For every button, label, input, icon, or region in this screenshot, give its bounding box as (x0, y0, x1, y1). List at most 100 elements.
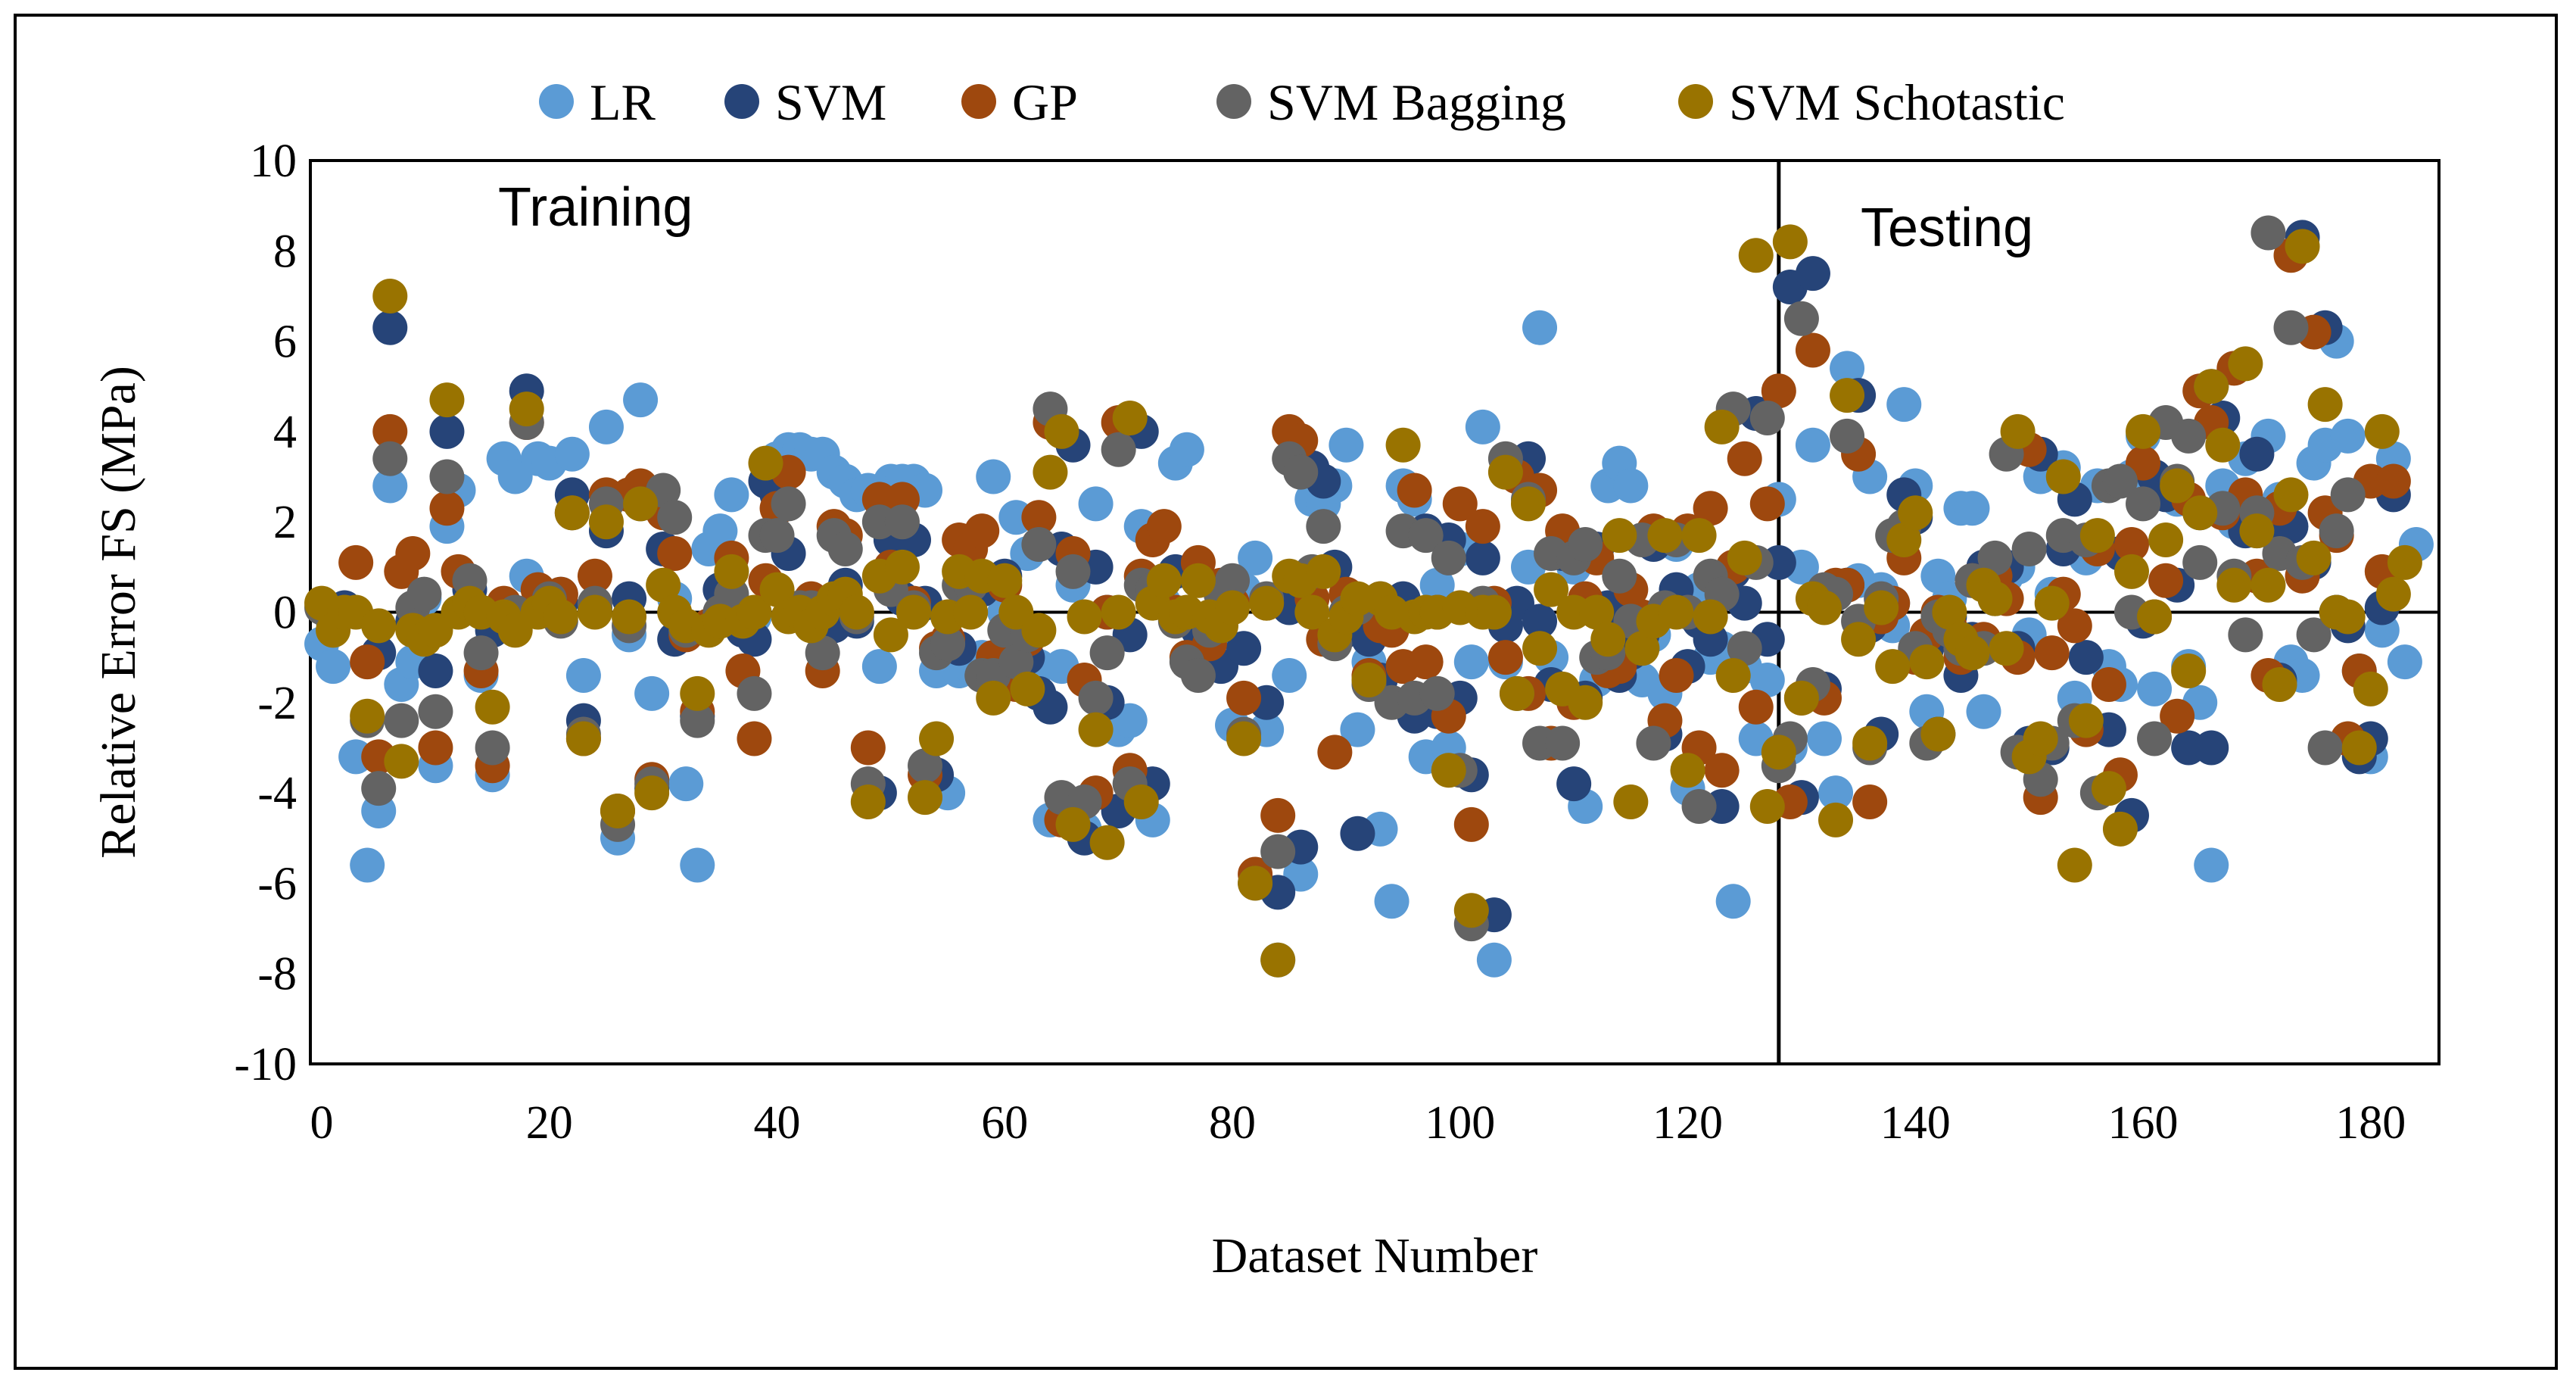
y-tick-label: 4 (273, 407, 297, 458)
point-svm (1522, 604, 1558, 639)
point-svm-schotastic (565, 721, 601, 756)
point-svm-bagging (1727, 631, 1762, 666)
point-svm-schotastic (2250, 567, 2286, 603)
legend-label: SVM Bagging (1267, 73, 1566, 131)
point-svm-bagging (1021, 527, 1057, 563)
point-lr (565, 658, 601, 694)
point-svm-schotastic (2387, 544, 2422, 580)
point-svm-bagging (1545, 725, 1581, 761)
point-svm-schotastic (2262, 666, 2297, 702)
point-svm-schotastic (2000, 413, 2036, 449)
point-svm-schotastic (1727, 540, 1762, 575)
point-svm-schotastic (1522, 631, 1558, 666)
point-lr (1169, 432, 1204, 467)
point-svm-schotastic (1886, 522, 1922, 558)
x-tick-label: 60 (981, 1097, 1028, 1149)
point-svm-bagging (1101, 432, 1136, 467)
point-svm-bagging (1602, 558, 1637, 594)
point-svm-bagging (737, 675, 772, 711)
point-svm-schotastic (1681, 518, 1717, 554)
point-gp (1226, 680, 1262, 716)
point-gp (1795, 332, 1830, 368)
point-svm-schotastic (737, 594, 772, 630)
point-svm-bagging (2171, 418, 2207, 454)
point-lr (1238, 540, 1273, 575)
point-gp (1408, 644, 1444, 680)
point-lr (2387, 644, 2422, 680)
point-lr (316, 649, 351, 685)
point-svm-bagging (463, 635, 499, 671)
point-lr (1818, 775, 1854, 811)
point-svm-schotastic (612, 599, 647, 635)
point-lr (1465, 409, 1500, 444)
point-svm-schotastic (1351, 662, 1387, 697)
point-svm-schotastic (1977, 581, 2013, 616)
point-gp (1727, 441, 1762, 476)
point-lr (668, 766, 704, 802)
point-lr (1476, 942, 1512, 978)
point-gp (2057, 608, 2092, 644)
point-lr (2330, 418, 2366, 454)
point-lr (861, 649, 897, 685)
x-tick-label: 180 (2335, 1097, 2406, 1149)
point-lr (1453, 644, 1489, 680)
point-svm-schotastic (1875, 649, 1911, 685)
point-svm-schotastic (919, 721, 955, 756)
point-svm (1556, 766, 1592, 802)
point-lr (1806, 721, 1842, 756)
point-svm-bagging (406, 576, 442, 612)
point-svm-bagging (429, 459, 465, 494)
point-svm-bagging (1055, 554, 1091, 589)
point-svm-schotastic (759, 572, 795, 607)
point-svm-schotastic (634, 775, 670, 811)
point-svm-bagging (2296, 617, 2331, 653)
point-svm-schotastic (2296, 540, 2331, 575)
point-svm (1465, 540, 1500, 575)
point-gp (2113, 527, 2149, 563)
point-svm-schotastic (588, 504, 624, 540)
point-gp (418, 730, 453, 766)
y-tick-label: -10 (234, 1039, 297, 1090)
y-tick-label: -6 (257, 858, 297, 909)
legend-marker (539, 84, 574, 119)
point-lr (588, 409, 624, 444)
point-svm-schotastic (1078, 712, 1114, 747)
point-gp (1397, 473, 1432, 508)
point-svm-bagging (384, 703, 419, 738)
point-gp (964, 513, 1000, 549)
point-gp (1659, 658, 1694, 694)
point-svm-schotastic (1226, 721, 1262, 756)
point-svm-schotastic (1624, 631, 1660, 666)
point-svm-bagging (805, 635, 840, 671)
points-layer (304, 215, 2434, 978)
point-svm-schotastic (1021, 613, 1057, 648)
legend-item-lr: LR (539, 73, 656, 131)
point-svm-bagging (2011, 531, 2047, 566)
point-svm-schotastic (1249, 585, 1285, 621)
point-svm-schotastic (600, 793, 636, 828)
point-gp (1260, 797, 1296, 833)
point-svm-bagging (1431, 540, 1466, 575)
point-gp (1738, 689, 1774, 725)
point-svm-bagging (475, 730, 510, 766)
point-lr (1374, 884, 1409, 919)
point-svm-schotastic (1670, 753, 1705, 788)
point-svm (1795, 256, 1830, 292)
point-svm-schotastic (2102, 811, 2138, 847)
point-svm-schotastic (2307, 387, 2343, 423)
point-svm-bagging (759, 518, 795, 554)
point-svm-schotastic (1487, 454, 1523, 490)
point-svm-bagging (998, 644, 1034, 680)
point-svm (1226, 631, 1262, 666)
point-svm (2068, 640, 2104, 675)
point-svm-schotastic (543, 599, 578, 635)
point-svm-bagging (1408, 518, 1444, 554)
point-lr (1522, 310, 1558, 345)
point-svm-schotastic (1385, 427, 1421, 463)
legend-label: GP (1012, 73, 1078, 131)
point-svm-schotastic (2137, 599, 2173, 635)
point-lr (1328, 427, 1364, 463)
point-svm-schotastic (1989, 631, 2024, 666)
point-gp (2091, 666, 2126, 702)
